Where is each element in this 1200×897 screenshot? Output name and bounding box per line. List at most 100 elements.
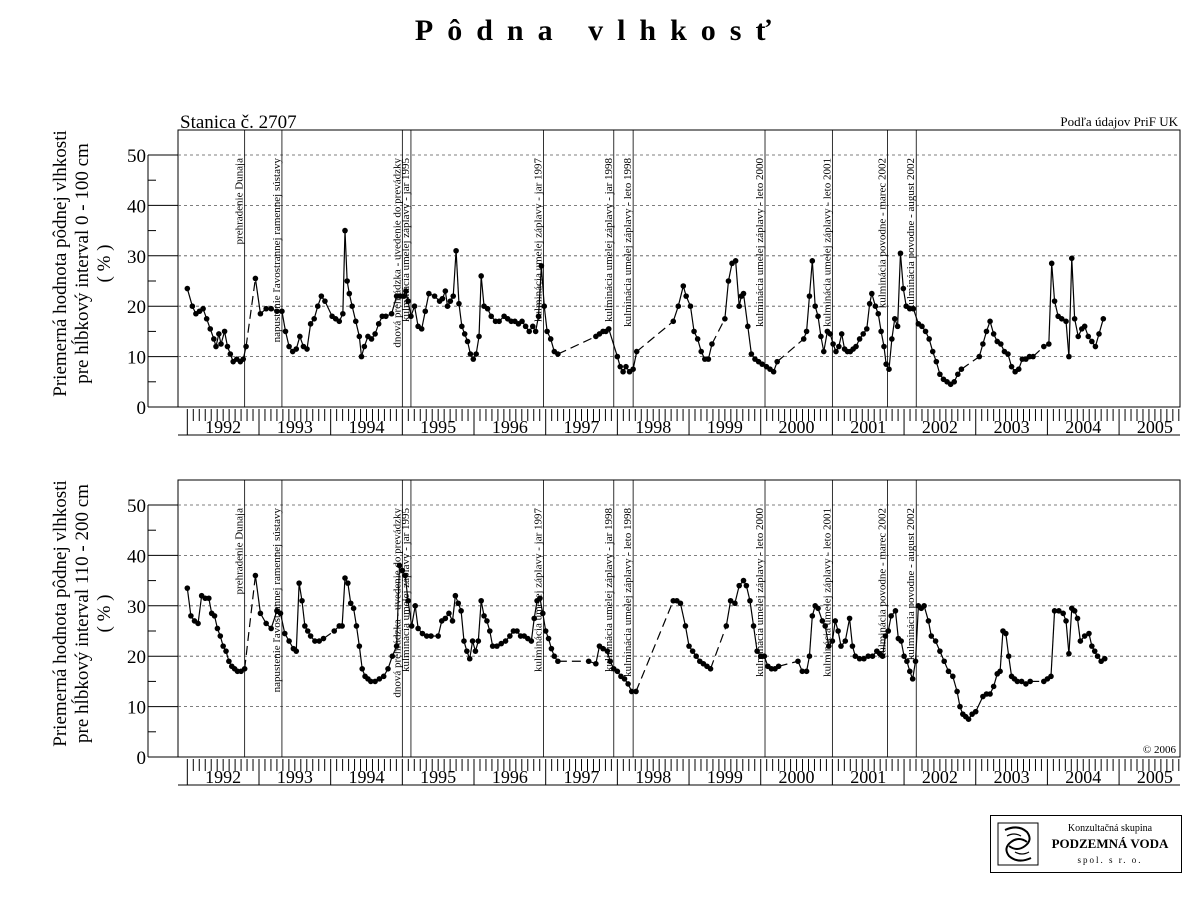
x-tick-label: 1997 <box>564 417 600 437</box>
data-point <box>393 643 400 649</box>
data-point <box>356 333 363 340</box>
data-point <box>494 643 500 649</box>
data-point <box>1018 678 1025 685</box>
event-label: dnová prehrádzka - uvedenie do prevádzky <box>391 158 403 348</box>
plot-frame <box>177 479 1181 758</box>
data-point <box>861 655 867 662</box>
data-point <box>1056 608 1062 614</box>
x-tick-label: 1995 <box>420 417 456 437</box>
data-point <box>389 653 396 659</box>
data-point <box>226 658 232 665</box>
data-point <box>983 328 990 335</box>
data-point <box>396 562 403 569</box>
data-point <box>411 303 418 310</box>
data-point <box>922 328 929 335</box>
data-point <box>383 313 389 320</box>
data-point <box>937 371 943 378</box>
x-tick-label: 1999 <box>707 417 743 437</box>
series-segment <box>344 230 348 282</box>
data-point <box>1005 351 1011 357</box>
series-segment <box>301 600 306 627</box>
data-point <box>470 356 477 362</box>
data-point <box>815 605 821 612</box>
x-tick-label: 1994 <box>349 417 385 437</box>
data-point <box>1003 630 1009 637</box>
series-segment <box>749 600 755 627</box>
event-label: kulminácia umelej záplavy - leto 1998 <box>622 508 634 677</box>
series-segment <box>295 583 300 652</box>
data-point <box>881 343 887 350</box>
data-point <box>799 668 806 675</box>
data-point <box>929 348 936 355</box>
data-point <box>428 633 434 639</box>
data-point <box>745 323 751 330</box>
data-point <box>1051 298 1058 304</box>
data-point <box>886 366 892 373</box>
series-segment <box>540 265 545 307</box>
data-point <box>458 608 464 614</box>
data-point <box>467 351 474 357</box>
x-tick-label: 1995 <box>420 767 456 787</box>
data-point <box>866 300 873 307</box>
data-point <box>358 353 365 360</box>
data-point <box>532 328 539 335</box>
data-point <box>544 328 550 335</box>
x-tick-label: 2005 <box>1137 767 1173 787</box>
series-segment <box>725 600 732 627</box>
data-point <box>535 313 542 320</box>
series-segment <box>727 263 733 282</box>
data-point <box>216 331 222 337</box>
data-point <box>307 633 314 639</box>
data-point <box>1041 343 1047 350</box>
series-segment <box>724 280 730 319</box>
data-point <box>286 343 292 350</box>
y-axis-label-line: pre hĺbkový interval 0 - 100 cm <box>71 143 93 384</box>
plot-frame <box>177 129 1181 408</box>
data-point <box>869 290 875 297</box>
data-point <box>869 653 876 659</box>
data-point <box>498 640 505 647</box>
y-tick-label: 30 <box>127 597 146 618</box>
data-point <box>220 643 226 649</box>
data-point <box>600 645 606 652</box>
data-point <box>937 648 943 654</box>
series-segment <box>823 331 828 352</box>
series-segment <box>608 328 618 357</box>
series-segment <box>888 338 893 370</box>
series-segment <box>684 625 690 647</box>
data-point <box>818 333 824 340</box>
data-point <box>906 668 913 675</box>
x-tick-label: 1993 <box>277 417 313 437</box>
series-segment <box>805 296 811 332</box>
data-point <box>488 313 495 320</box>
series-segment <box>1051 263 1056 302</box>
data-point <box>405 298 411 304</box>
data-point <box>941 658 947 665</box>
data-point <box>1051 608 1058 614</box>
series-segment <box>891 318 896 340</box>
data-point <box>800 336 807 342</box>
series-segment <box>245 278 257 347</box>
data-point <box>965 716 972 722</box>
data-point <box>614 353 621 360</box>
series-segment <box>894 610 899 639</box>
series-segment <box>817 316 822 337</box>
data-point <box>957 703 963 710</box>
data-point <box>1086 630 1092 637</box>
data-point <box>540 610 546 617</box>
data-point <box>442 288 449 294</box>
data-point <box>279 308 285 315</box>
data-point <box>442 615 449 622</box>
data-point <box>519 318 525 325</box>
event-label: kulminácia umelej záplavy - leto 1998 <box>622 158 634 327</box>
event-label: kulminácia umelej záplavy - jar 1998 <box>603 508 615 673</box>
data-point <box>359 666 366 672</box>
series-segment <box>411 605 416 627</box>
data-point <box>605 326 612 332</box>
data-point <box>1046 341 1052 347</box>
data-point <box>990 683 997 690</box>
data-point <box>293 648 300 654</box>
data-point <box>356 643 363 649</box>
data-point <box>293 346 300 352</box>
data-point <box>892 608 899 614</box>
